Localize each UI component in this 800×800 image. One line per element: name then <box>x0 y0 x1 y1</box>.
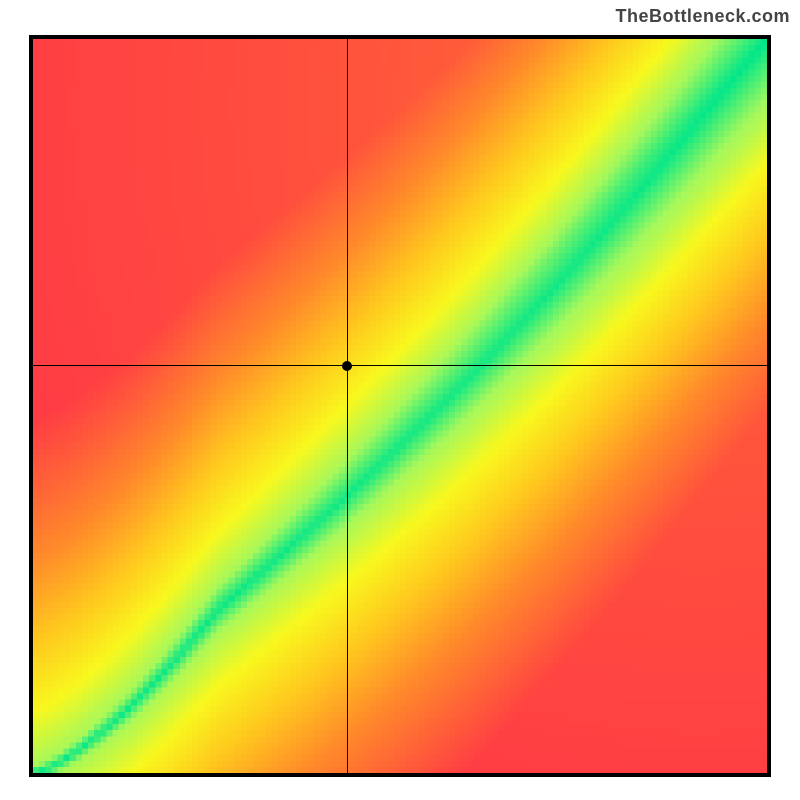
bottleneck-heatmap <box>33 39 767 773</box>
crosshair-horizontal <box>33 365 767 366</box>
selection-marker <box>342 361 352 371</box>
chart-container: TheBottleneck.com <box>0 0 800 800</box>
crosshair-vertical <box>347 39 348 773</box>
watermark-text: TheBottleneck.com <box>615 6 790 27</box>
